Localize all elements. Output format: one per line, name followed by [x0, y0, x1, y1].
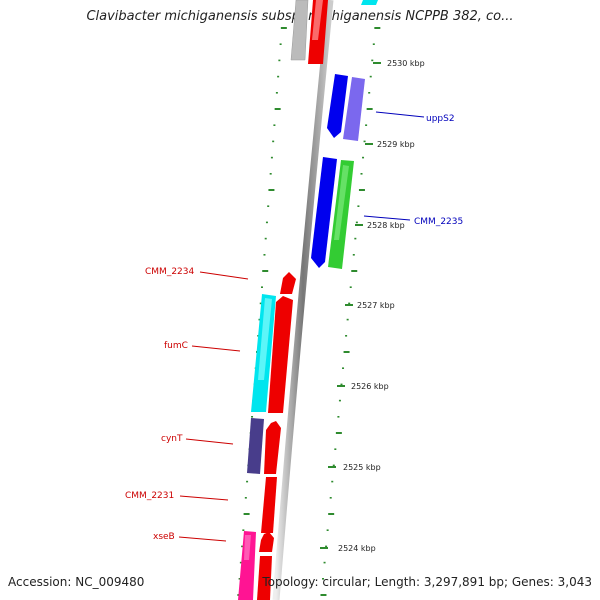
gene-cmm2231[interactable]: [261, 477, 277, 533]
genome-summary-text: Topology: circular; Length: 3,297,891 bp…: [262, 575, 592, 589]
label-uppS2[interactable]: uppS2: [426, 114, 455, 124]
tick-label-2530: 2530 kbp: [387, 59, 425, 68]
gene-cmm2234[interactable]: [280, 272, 296, 294]
leader-fumC: [191, 345, 241, 352]
leader-cmm2235: [363, 215, 411, 221]
gene-uppS2-blue[interactable]: [327, 74, 348, 138]
reverse-genes: [238, 272, 296, 600]
gene-xseB-red-2[interactable]: [257, 556, 272, 600]
gene-gray-top[interactable]: [290, 0, 309, 61]
gene-fumC-cyan-hl: [258, 298, 272, 380]
label-cynT[interactable]: cynT: [161, 434, 183, 444]
tick-label-2529: 2529 kbp: [377, 140, 415, 149]
leader-uppS2: [375, 111, 425, 118]
gene-uppS2-slate[interactable]: [343, 77, 365, 141]
gene-cynT-red[interactable]: [264, 421, 281, 474]
gene-cyan-top[interactable]: [361, 0, 378, 5]
accession-text: Accession: NC_009480: [8, 575, 145, 589]
gene-red-top-highlight: [312, 0, 323, 40]
tick-label-2528: 2528 kbp: [367, 221, 405, 230]
label-xseB[interactable]: xseB: [153, 532, 175, 542]
tick-label-2525: 2525 kbp: [343, 463, 381, 472]
leader-cmm2231: [179, 495, 229, 501]
gene-cynT-darkslate[interactable]: [247, 418, 264, 474]
tick-label-2526: 2526 kbp: [351, 382, 389, 391]
gene-fumC-red[interactable]: [268, 296, 293, 413]
gene-cmm2235-green-hl: [334, 165, 349, 240]
gene-xseB-pink-hl: [244, 535, 251, 560]
gene-xseB-red[interactable]: [259, 532, 274, 552]
label-leaders: [178, 111, 425, 542]
genome-backbone: [272, 0, 334, 600]
forward-genes: [290, 0, 378, 269]
tick-label-2527: 2527 kbp: [357, 301, 395, 310]
leader-xseB: [178, 536, 227, 542]
label-fumC[interactable]: fumC: [164, 341, 188, 351]
gene-xseB-pink[interactable]: [238, 531, 256, 600]
tick-label-2524: 2524 kbp: [338, 544, 376, 553]
leader-cmm2234: [199, 271, 249, 280]
leader-cynT: [185, 438, 234, 445]
kbp-ticks: 2530 kbp 2529 kbp 2528 kbp 2527 kbp 2526…: [320, 59, 425, 553]
label-cmm2235[interactable]: CMM_2235: [414, 217, 463, 227]
label-cmm2234[interactable]: CMM_2234: [145, 267, 194, 277]
gene-cmm2235-blue[interactable]: [311, 157, 337, 268]
outer-tick-ring: [320, 27, 381, 596]
label-cmm2231[interactable]: CMM_2231: [125, 491, 174, 501]
